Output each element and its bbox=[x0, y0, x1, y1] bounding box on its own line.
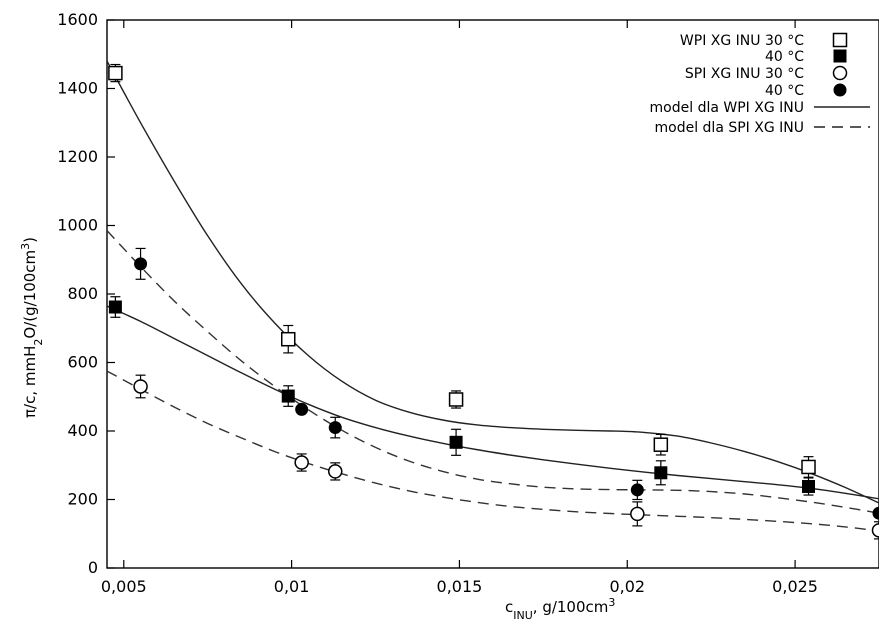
y-axis-label: π/c, mmH2O/(g/100cm3) bbox=[19, 237, 45, 418]
y-tick-label: 1200 bbox=[57, 147, 98, 166]
legend-label: 40 °C bbox=[765, 83, 804, 99]
series-2 bbox=[108, 296, 816, 496]
x-axis-label: cINU, g/100cm3 bbox=[505, 596, 615, 622]
x-axis-ticks: 0,005 0,01 0,015 0,02 0,025 bbox=[101, 20, 818, 596]
series-3 bbox=[133, 374, 879, 540]
x-tick-label: 0,005 bbox=[101, 577, 147, 596]
legend-marker bbox=[833, 83, 847, 97]
y-tick-label: 1400 bbox=[57, 79, 98, 98]
legend-marker bbox=[832, 65, 848, 81]
model-curves bbox=[107, 60, 879, 532]
data-point bbox=[630, 483, 644, 497]
model-curve-wpi bbox=[107, 305, 879, 500]
legend-label: model dla SPI XG INU bbox=[655, 120, 805, 136]
data-point bbox=[133, 379, 148, 394]
data-point bbox=[328, 421, 342, 435]
data-point bbox=[108, 65, 123, 81]
model-curve-spi bbox=[107, 230, 879, 514]
data-point bbox=[630, 506, 645, 522]
legend-entry: WPI XG INU 30 °C bbox=[680, 32, 848, 49]
data-point bbox=[108, 300, 122, 314]
data-point bbox=[871, 523, 879, 538]
x-tick-label: 0,025 bbox=[772, 577, 818, 596]
y-tick-label: 0 bbox=[88, 558, 98, 577]
legend-entry: 40 °C bbox=[765, 49, 847, 65]
legend-label: SPI XG INU 30 °C bbox=[685, 66, 804, 82]
data-point bbox=[327, 464, 343, 479]
data-point bbox=[448, 392, 464, 407]
data-point bbox=[654, 466, 668, 480]
data-point bbox=[872, 506, 879, 520]
legend-marker bbox=[832, 32, 848, 48]
legend-label: model dla WPI XG INU bbox=[650, 100, 804, 116]
x-tick-label: 0,015 bbox=[437, 577, 483, 596]
legend-entry: SPI XG INU 30 °C bbox=[685, 65, 848, 82]
data-point bbox=[294, 455, 309, 470]
y-tick-label: 1600 bbox=[57, 10, 98, 29]
model-curve-wpi bbox=[107, 60, 879, 504]
x-tick-label: 0,01 bbox=[274, 577, 310, 596]
y-tick-label: 600 bbox=[67, 353, 98, 372]
y-axis-ticks: 0 200 400 600 800 1000 1200 1400 1600 bbox=[57, 10, 115, 577]
y-tick-label: 200 bbox=[67, 490, 98, 509]
legend-label: 40 °C bbox=[765, 49, 804, 65]
series-4 bbox=[134, 247, 879, 520]
x-tick-label: 0,02 bbox=[609, 577, 645, 596]
y-tick-label: 800 bbox=[67, 284, 98, 303]
legend-entry: 40 °C bbox=[765, 83, 847, 99]
legend-entry: model dla WPI XG INU bbox=[650, 100, 870, 116]
model-curve-spi bbox=[107, 370, 879, 532]
legend-label: WPI XG INU 30 °C bbox=[680, 33, 804, 49]
data-point bbox=[134, 257, 148, 271]
data-point bbox=[449, 435, 463, 449]
series-1 bbox=[108, 63, 816, 478]
data-point bbox=[281, 331, 296, 347]
data-point bbox=[802, 479, 816, 493]
data-points bbox=[108, 63, 879, 540]
y-tick-label: 1000 bbox=[57, 216, 98, 235]
data-point bbox=[801, 459, 816, 475]
legend-entry: model dla SPI XG INU bbox=[655, 120, 870, 136]
data-point bbox=[281, 389, 295, 403]
data-point bbox=[295, 402, 309, 416]
legend-marker bbox=[833, 49, 847, 63]
y-tick-label: 400 bbox=[67, 421, 98, 440]
data-point bbox=[653, 437, 669, 452]
